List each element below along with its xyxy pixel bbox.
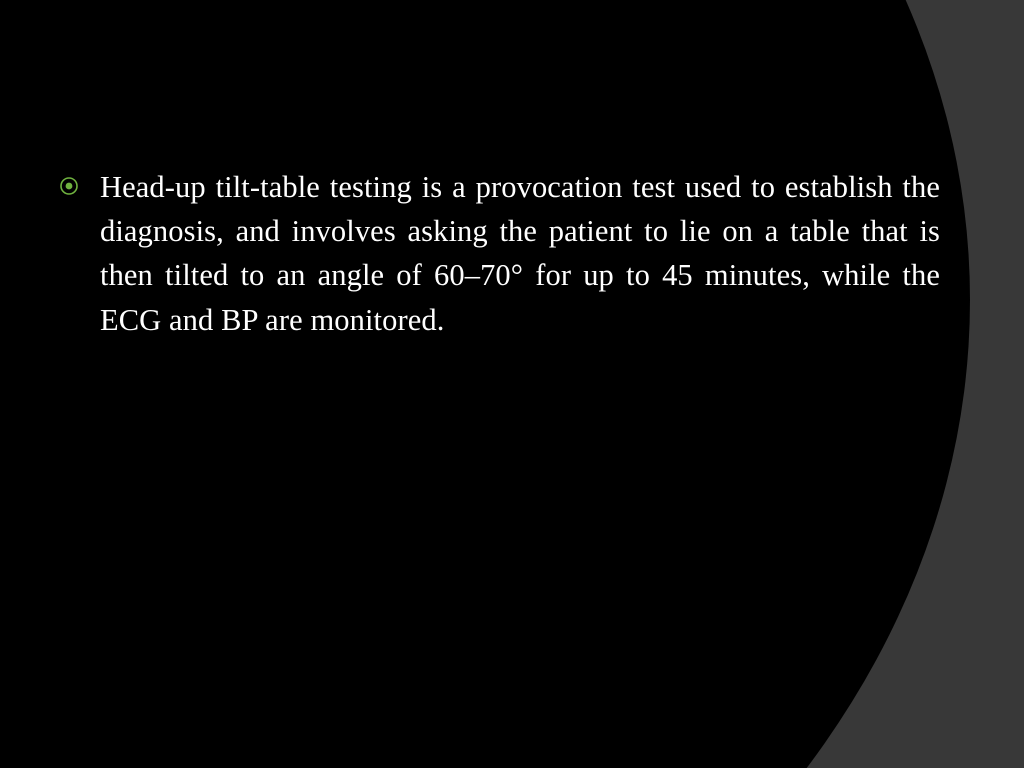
bullet-text: Head-up tilt-table testing is a provocat… bbox=[100, 165, 940, 342]
bullet-inner-dot bbox=[66, 183, 73, 190]
slide: Head-up tilt-table testing is a provocat… bbox=[0, 0, 1024, 768]
background-ellipse bbox=[0, 0, 970, 768]
content-area: Head-up tilt-table testing is a provocat… bbox=[60, 165, 940, 342]
bullet-icon bbox=[60, 177, 78, 195]
bullet-item: Head-up tilt-table testing is a provocat… bbox=[60, 165, 940, 342]
